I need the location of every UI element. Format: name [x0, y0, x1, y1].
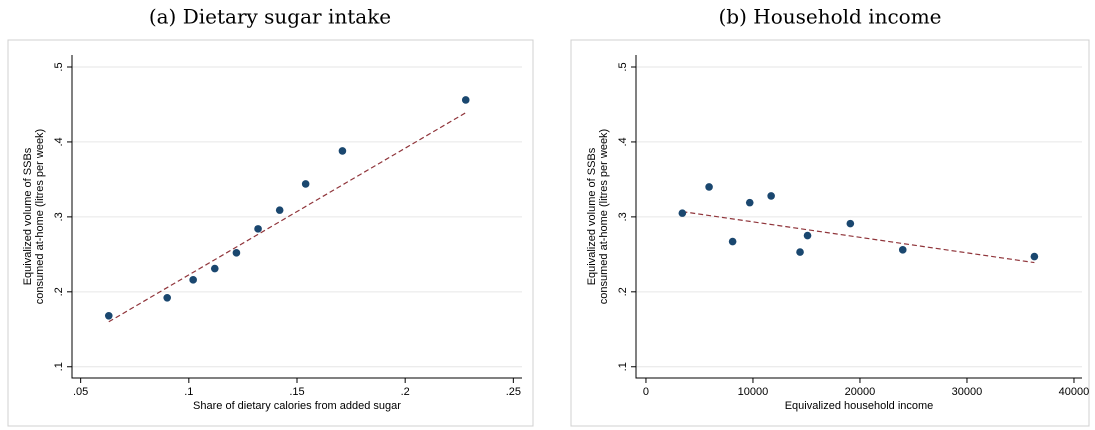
x-tick-label: 30000: [952, 386, 983, 398]
point: [803, 231, 812, 240]
point: [728, 237, 737, 246]
point: [338, 147, 347, 155]
y-tick-label: .1: [617, 362, 629, 371]
point: [745, 198, 754, 207]
x-axis-label: Share of dietary calories from added sug…: [193, 400, 401, 412]
chart-title: (a) Dietary sugar intake: [149, 5, 391, 29]
point: [1030, 252, 1039, 261]
point: [275, 206, 284, 214]
y-tick-label: .5: [53, 62, 65, 71]
point: [210, 264, 219, 273]
x-tick-label: 10000: [738, 386, 769, 398]
x-tick-label: .25: [506, 386, 521, 398]
x-tick-label: .05: [73, 386, 88, 398]
point: [678, 209, 687, 217]
y-tick-label: .2: [53, 287, 65, 296]
point: [705, 183, 713, 191]
x-tick-label: 20000: [845, 386, 876, 398]
x-tick-label: .15: [289, 386, 304, 398]
point: [189, 276, 197, 284]
x-axis-label: Equivalized household income: [785, 400, 934, 412]
panel-frame: [7, 39, 534, 427]
y-axis-label: consumed at-home (litres per week): [598, 129, 610, 304]
x-tick-label: .2: [401, 386, 410, 398]
panel-frame: [570, 39, 1090, 427]
x-tick-label: .1: [184, 386, 193, 398]
y-axis-label: consumed at-home (litres per week): [34, 129, 46, 304]
point: [104, 311, 113, 320]
y-tick-label: .4: [617, 137, 629, 146]
fit-line: [108, 112, 467, 323]
point: [767, 192, 775, 200]
y-axis-label: Equivalized volume of SSBs: [22, 147, 34, 285]
x-tick-label: 0: [643, 386, 649, 398]
point: [232, 249, 241, 257]
y-tick-label: .3: [617, 212, 629, 221]
y-tick-label: .4: [53, 137, 65, 146]
point: [301, 180, 310, 188]
y-tick-label: .1: [53, 362, 65, 371]
y-tick-label: .2: [617, 287, 629, 296]
axes: [71, 55, 522, 379]
point: [254, 225, 262, 233]
chart-title: (b) Household income: [718, 5, 941, 29]
fit-line: [682, 211, 1035, 264]
point: [796, 248, 804, 256]
point: [846, 219, 855, 228]
point: [898, 246, 907, 254]
y-tick-label: .5: [617, 62, 629, 71]
y-tick-label: .3: [53, 212, 65, 221]
point: [163, 294, 171, 302]
point: [461, 96, 470, 104]
y-axis-label: Equivalized volume of SSBs: [586, 147, 598, 285]
axes: [635, 55, 1082, 379]
x-tick-label: 40000: [1059, 386, 1090, 398]
